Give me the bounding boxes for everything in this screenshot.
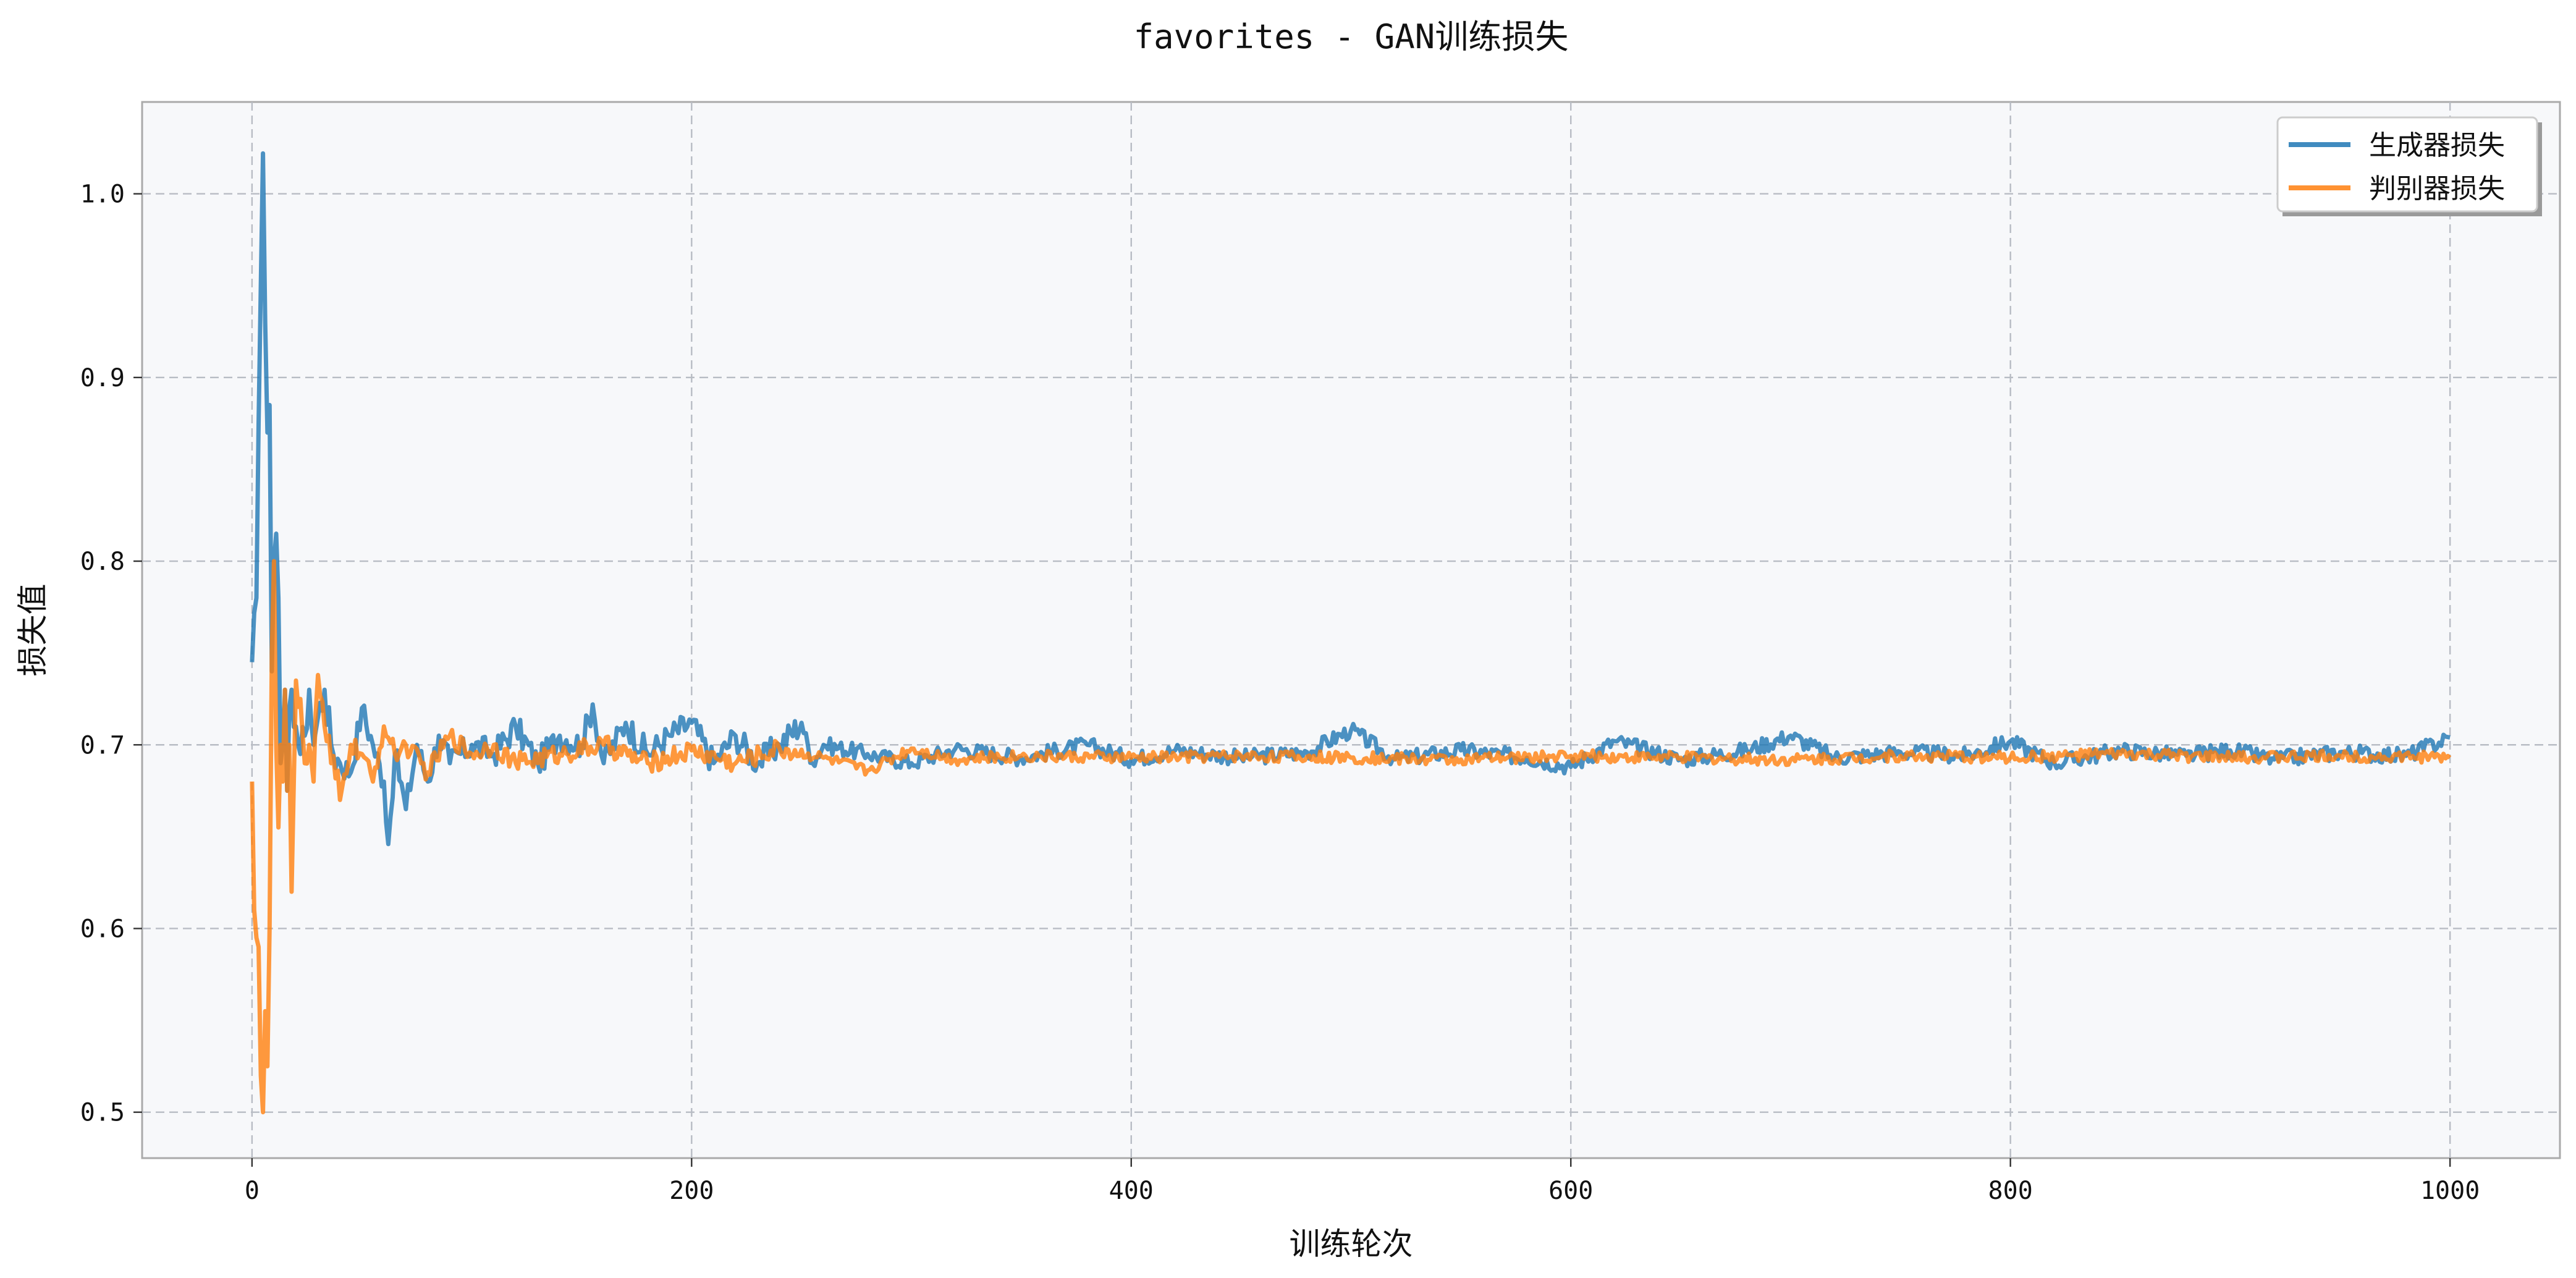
- legend: 生成器损失 判别器损失: [2276, 116, 2542, 216]
- x-tick-label: 400: [1109, 1177, 1154, 1205]
- x-tick-label: 1000: [2420, 1177, 2480, 1205]
- series-lines: [250, 151, 2452, 1115]
- y-tick-label: 1.0: [80, 180, 125, 209]
- y-tick-label: 0.8: [80, 548, 125, 576]
- y-tick-label: 0.5: [80, 1099, 125, 1127]
- axis-ticks: 0 200 400 600 800 1000 0.5 0.6 0.7 0.8 0.9 1.0: [80, 180, 2480, 1205]
- grid: [142, 102, 2560, 1158]
- legend-label-discriminator: 判别器损失: [2369, 173, 2505, 205]
- plot-area: [141, 101, 2561, 1159]
- x-tick-label: 800: [1988, 1177, 2033, 1205]
- legend-label-generator: 生成器损失: [2369, 130, 2505, 161]
- y-axis-label: 损失值: [15, 584, 51, 677]
- x-tick-label: 200: [669, 1177, 714, 1205]
- y-tick-label: 0.9: [80, 364, 125, 392]
- x-axis-label: 训练轮次: [1290, 1226, 1413, 1262]
- chart-title: favorites - GAN训练损失: [1134, 17, 1569, 56]
- series-line-discriminator: [250, 559, 2452, 1115]
- x-tick-label: 0: [245, 1177, 260, 1205]
- y-tick-label: 0.7: [80, 731, 125, 760]
- x-tick-label: 600: [1548, 1177, 1593, 1205]
- y-tick-label: 0.6: [80, 915, 125, 943]
